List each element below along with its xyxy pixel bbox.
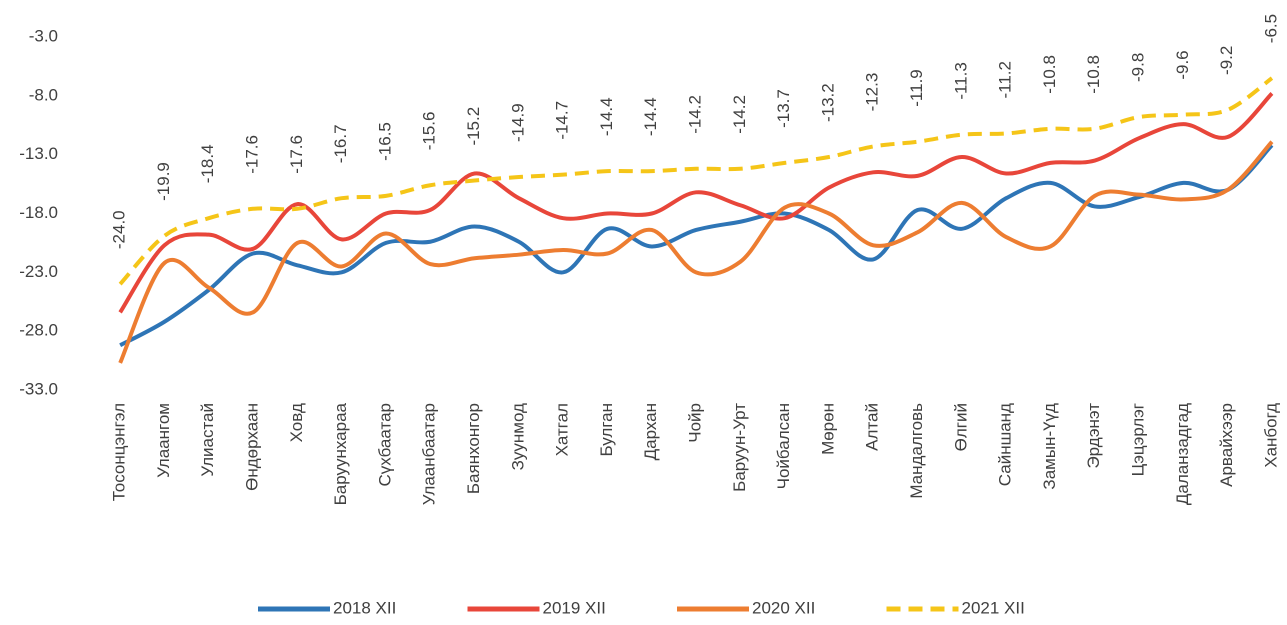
data-label: -14.4 (597, 97, 616, 136)
data-label: -17.6 (243, 135, 262, 174)
x-tick-label: Хатгал (553, 403, 572, 456)
data-label: -9.2 (1217, 46, 1236, 75)
data-label: -19.9 (154, 162, 173, 201)
data-label: -11.9 (907, 69, 926, 107)
x-tick-label: Чойр (686, 403, 705, 443)
x-tick-label: Өндөрхаан (243, 403, 262, 491)
data-label: -9.6 (1173, 50, 1192, 79)
line-series (119, 143, 1274, 348)
data-label: -16.5 (375, 122, 394, 161)
x-tick-label: Зуунмод (508, 403, 527, 470)
data-label: -17.6 (287, 135, 306, 174)
y-tick-label: -3.0 (29, 26, 58, 45)
data-label: -11.3 (951, 62, 970, 100)
data-label: -18.4 (198, 144, 217, 183)
y-tick-label: -8.0 (29, 85, 58, 104)
x-tick-label: Улиастай (198, 403, 217, 477)
x-tick-label: Дархан (641, 403, 660, 460)
data-label: -14.9 (508, 103, 527, 142)
data-label: -10.8 (1040, 55, 1059, 94)
legend-label: 2018 XII (333, 598, 396, 617)
data-label: -24.0 (110, 210, 129, 249)
data-label: -14.2 (686, 95, 705, 134)
data-label: -14.4 (641, 97, 660, 136)
x-tick-label: Мандалговь (907, 403, 926, 499)
x-tick-label: Даланзадгад (1173, 403, 1192, 505)
data-label: -13.7 (774, 89, 793, 128)
line-series (118, 92, 1274, 314)
x-tick-label: Чойбалсан (774, 403, 793, 489)
x-tick-label: Булган (597, 403, 616, 457)
x-tick-label: Цэцэрлэг (1129, 403, 1148, 476)
line-series (118, 140, 1274, 364)
data-label: -13.2 (818, 83, 837, 122)
y-tick-label: -13.0 (19, 144, 58, 163)
line-series (118, 76, 1274, 286)
x-tick-label: Ховд (287, 403, 306, 442)
legend-label: 2021 XII (962, 598, 1025, 617)
x-tick-label: Улаангом (154, 403, 173, 478)
x-tick-label: Улаанбаатар (420, 403, 439, 505)
data-label: -12.3 (863, 73, 882, 112)
data-label: -11.2 (996, 61, 1015, 99)
x-tick-label: Арвайхээр (1217, 403, 1236, 487)
data-label: -14.7 (553, 101, 572, 140)
x-tick-label: Эрдэнэт (1084, 403, 1103, 469)
data-label: -16.7 (331, 124, 350, 163)
x-tick-label: Алтай (863, 403, 882, 451)
data-label: -15.6 (420, 112, 439, 151)
x-tick-label: Тосонцэнгэл (110, 403, 129, 501)
x-tick-label: Баруун-Урт (730, 403, 749, 492)
data-label: -6.5 (1261, 14, 1280, 43)
x-tick-label: Сүхбаатар (375, 403, 394, 486)
x-tick-label: Баянхонгор (464, 403, 483, 494)
legend-label: 2019 XII (543, 598, 606, 617)
x-tick-label: Баруунхараа (331, 402, 350, 505)
x-tick-label: Замын-Үүд (1040, 403, 1059, 490)
data-label: -15.2 (464, 107, 483, 146)
y-tick-label: -33.0 (19, 379, 58, 398)
legend-label: 2020 XII (752, 598, 815, 617)
x-tick-label: Сайншанд (996, 403, 1015, 486)
data-label: -14.2 (730, 95, 749, 134)
y-tick-label: -18.0 (19, 203, 58, 222)
data-label: -9.8 (1129, 53, 1148, 82)
x-tick-label: Өлгий (951, 403, 970, 451)
x-tick-label: Ханбогд (1261, 403, 1280, 468)
data-label: -10.8 (1084, 55, 1103, 94)
y-tick-label: -23.0 (19, 262, 58, 281)
y-tick-label: -28.0 (19, 321, 58, 340)
x-tick-label: Мөрөн (818, 403, 837, 455)
